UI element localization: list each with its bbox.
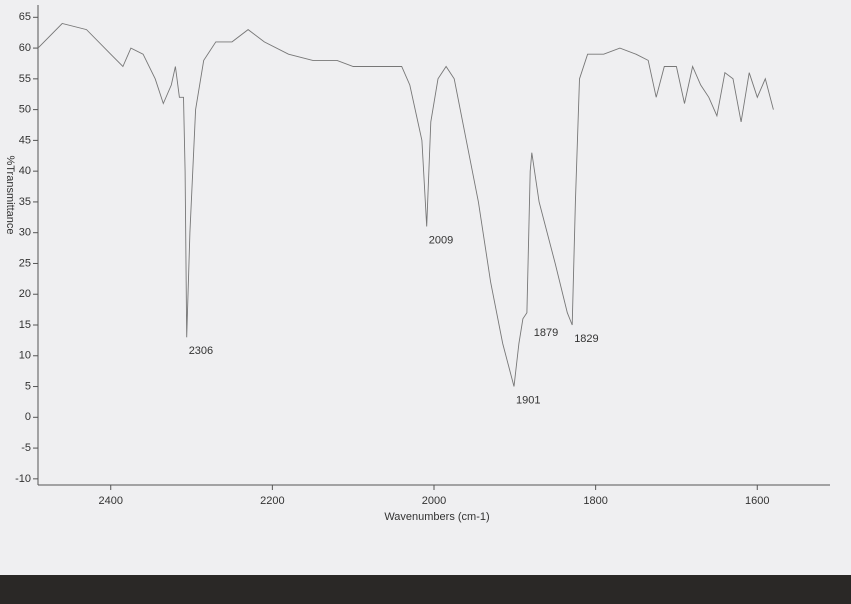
- x-tick-label: 2400: [98, 495, 122, 507]
- y-tick-label: 15: [19, 319, 31, 331]
- y-tick-label: 65: [19, 11, 31, 23]
- y-tick-label: 40: [19, 165, 31, 177]
- y-tick-label: 20: [19, 288, 31, 300]
- y-tick-label: 10: [19, 350, 31, 362]
- peak-label: 1879: [534, 327, 558, 339]
- y-tick-label: 5: [25, 380, 31, 392]
- peak-label: 2306: [189, 345, 213, 357]
- y-tick-label: 0: [25, 411, 31, 423]
- x-axis-label: Wavenumbers (cm-1): [384, 511, 489, 523]
- x-tick-label: 2200: [260, 495, 284, 507]
- y-tick-label: -10: [15, 473, 31, 485]
- y-tick-label: 55: [19, 73, 31, 85]
- peak-label: 1829: [574, 333, 598, 345]
- y-tick-label: 50: [19, 104, 31, 116]
- y-tick-label: 45: [19, 134, 31, 146]
- y-axis-label: %Transmittance: [4, 155, 16, 234]
- x-tick-label: 2000: [422, 495, 446, 507]
- y-tick-label: 30: [19, 227, 31, 239]
- peak-label: 1901: [516, 394, 540, 406]
- y-tick-label: 25: [19, 257, 31, 269]
- paper: [0, 0, 851, 575]
- y-tick-label: -5: [21, 442, 31, 454]
- y-tick-label: 60: [19, 42, 31, 54]
- x-tick-label: 1600: [745, 495, 769, 507]
- y-tick-label: 35: [19, 196, 31, 208]
- peak-label: 2009: [429, 234, 453, 246]
- x-tick-label: 1800: [583, 495, 607, 507]
- spectrum-line: [37, 23, 774, 387]
